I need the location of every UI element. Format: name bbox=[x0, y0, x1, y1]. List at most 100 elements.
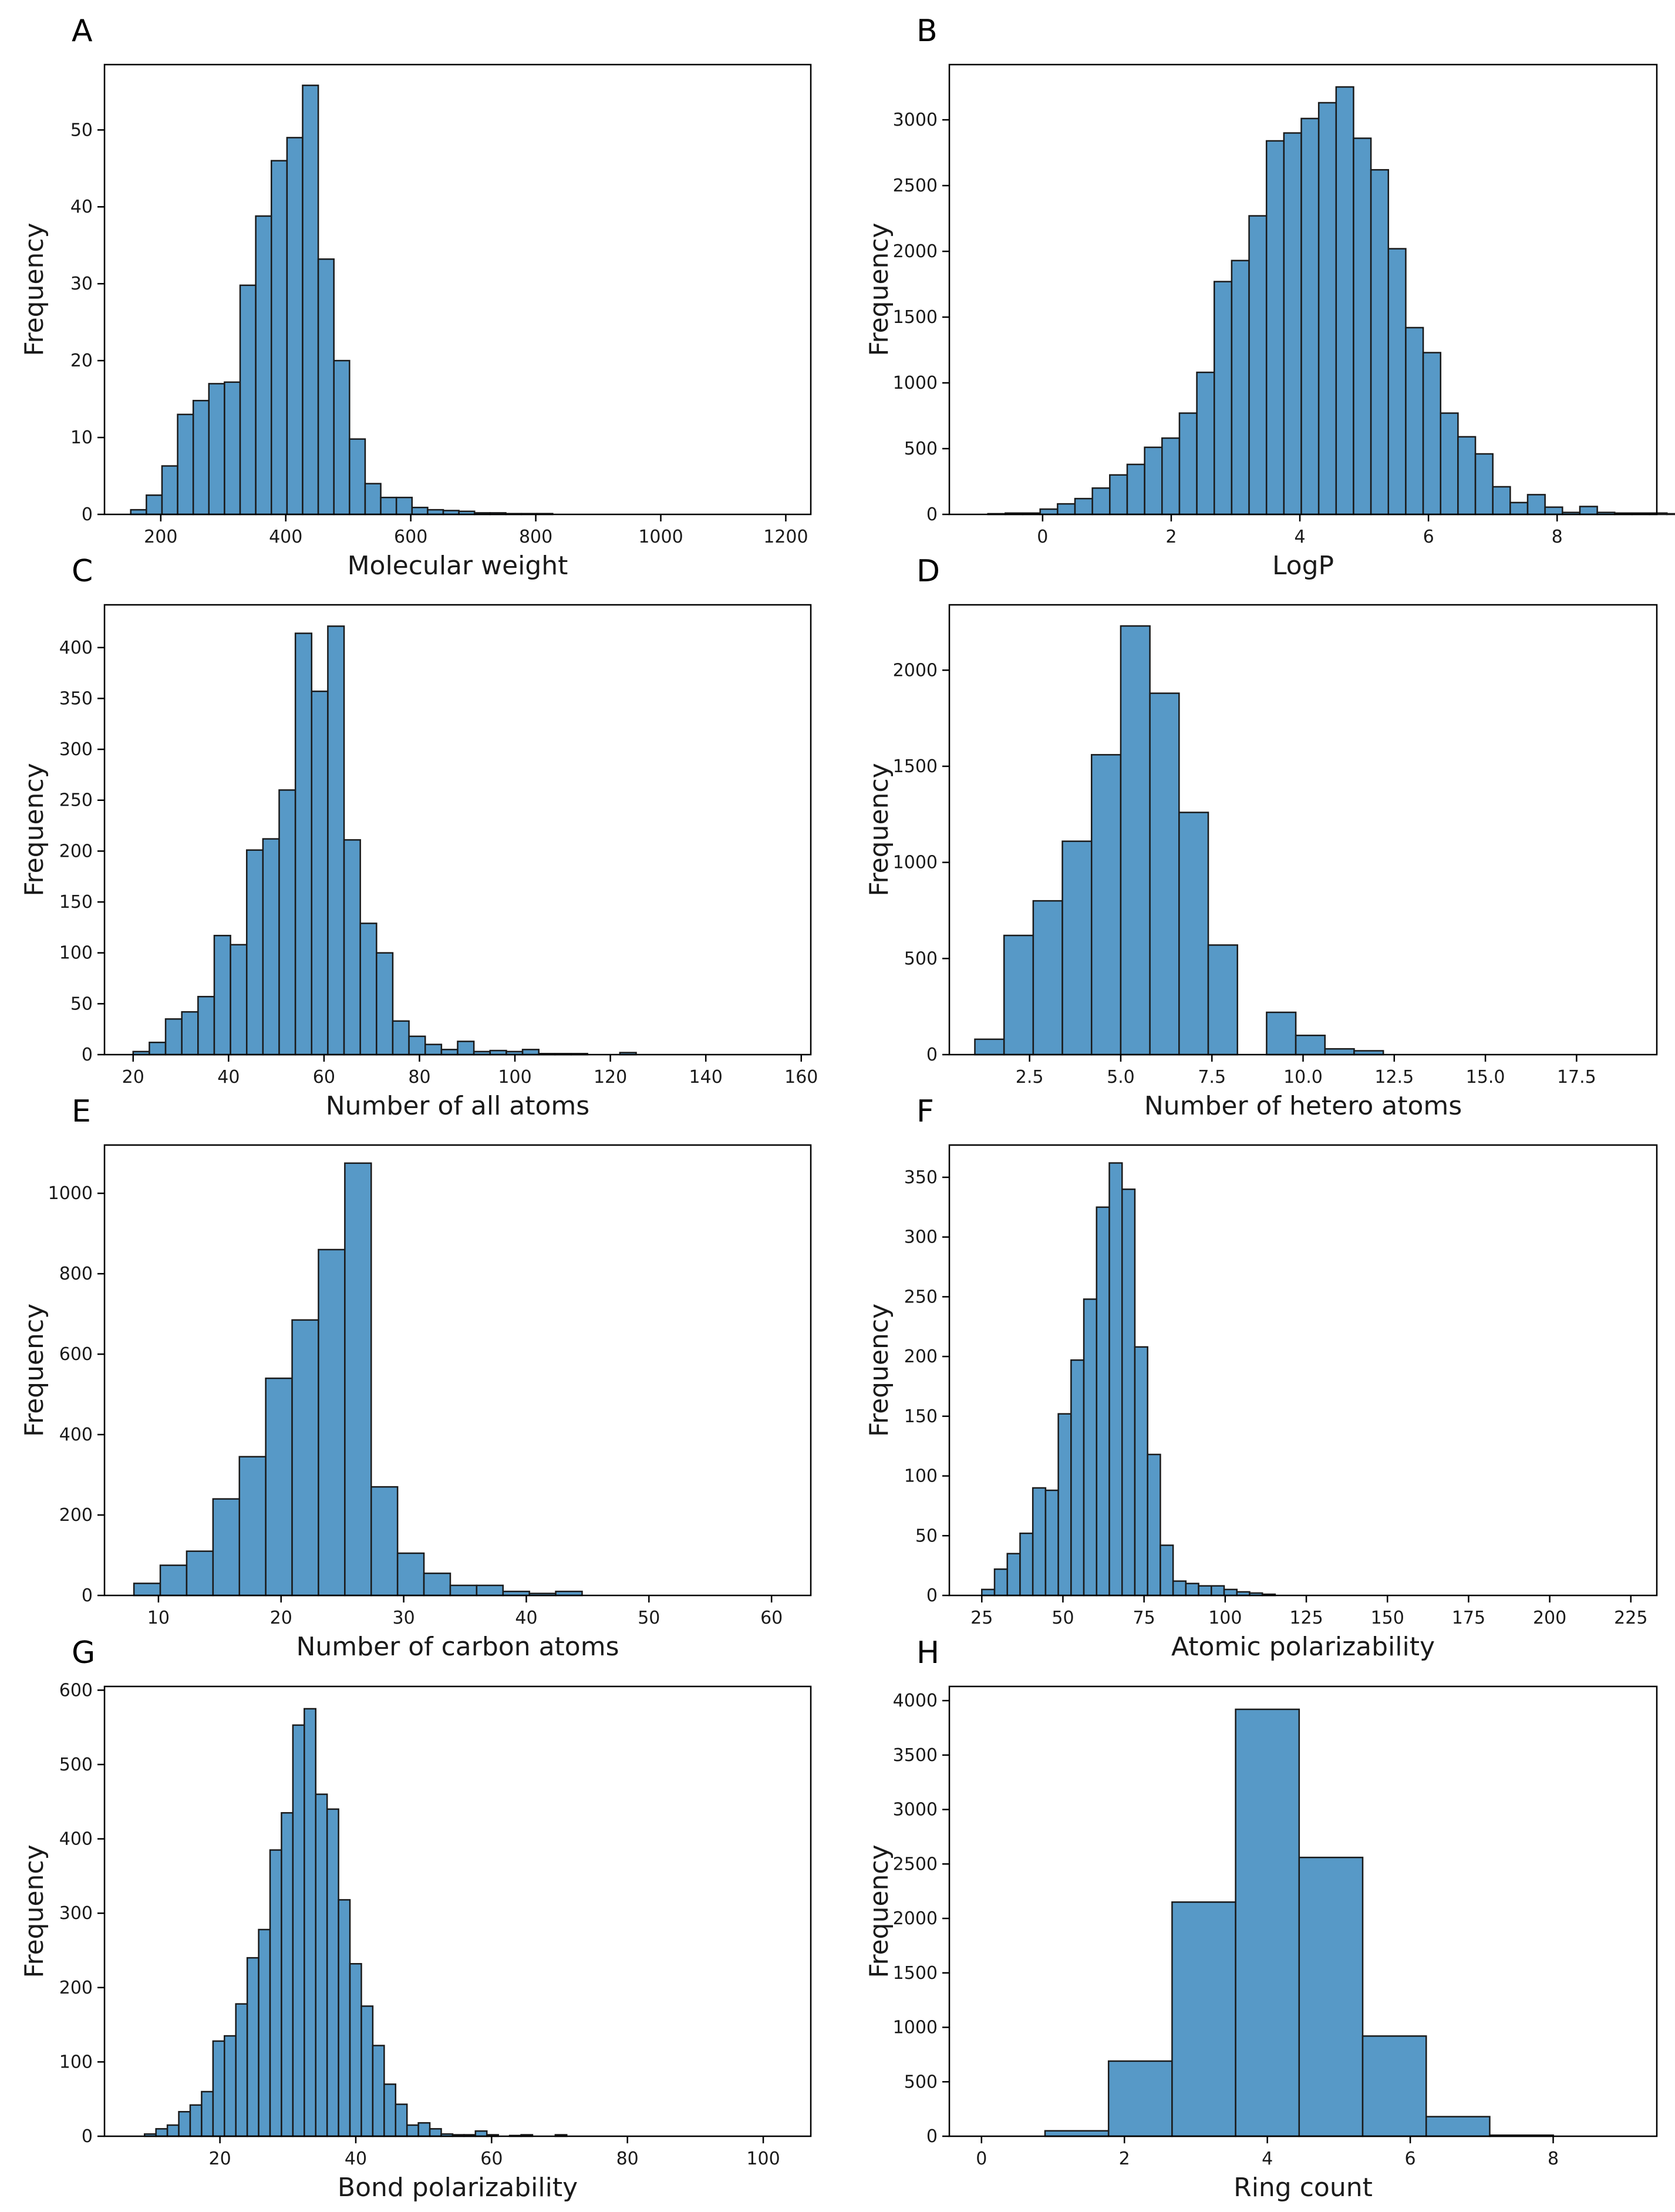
histogram-bar bbox=[1039, 508, 1059, 516]
histogram-bar bbox=[177, 413, 194, 516]
y-tick-label: 0 bbox=[82, 504, 93, 525]
histogram-bar bbox=[1044, 1489, 1059, 1597]
histogram-bar bbox=[239, 284, 257, 516]
panel-letter: A bbox=[72, 14, 93, 49]
x-tick-label: 1200 bbox=[763, 527, 808, 547]
x-tick-label: 20 bbox=[209, 2149, 231, 2169]
histogram-bar bbox=[1298, 1856, 1364, 2137]
histogram-bar bbox=[1161, 437, 1181, 516]
x-tick-label: 2 bbox=[1165, 527, 1177, 547]
histogram-bar bbox=[1422, 352, 1441, 516]
y-tick-label: 1500 bbox=[893, 1963, 938, 1984]
histogram-bar bbox=[474, 2130, 488, 2137]
y-axis-title: Frequency bbox=[864, 763, 894, 896]
histogram-bar bbox=[1091, 487, 1111, 516]
x-tick-label: 400 bbox=[269, 527, 302, 547]
histogram-bar bbox=[440, 1049, 459, 1056]
histogram-bar bbox=[1061, 840, 1093, 1056]
y-tick-label: 1000 bbox=[893, 853, 938, 873]
y-tick-label: 300 bbox=[59, 739, 93, 760]
histogram-bar bbox=[224, 381, 241, 516]
histogram-bar bbox=[1083, 1298, 1098, 1597]
histogram-bar bbox=[1096, 1206, 1110, 1597]
x-tick-label: 225 bbox=[1614, 1608, 1647, 1628]
histogram-bar bbox=[396, 1552, 425, 1597]
y-tick-label: 150 bbox=[59, 892, 93, 913]
histogram-bar bbox=[1032, 900, 1063, 1056]
x-tick-label: 0 bbox=[1037, 527, 1048, 547]
plot-frame bbox=[103, 1144, 812, 1597]
histogram-bar bbox=[1160, 1544, 1174, 1597]
histogram-bar bbox=[376, 952, 394, 1056]
x-axis-title: Molecular weight bbox=[348, 551, 568, 581]
y-tick-label: 0 bbox=[926, 504, 938, 525]
histogram-bar bbox=[1231, 260, 1250, 516]
histogram-bar bbox=[383, 2083, 397, 2137]
x-tick-label: 200 bbox=[144, 527, 177, 547]
y-axis-title: Frequency bbox=[19, 763, 49, 896]
histogram-bar bbox=[1171, 1901, 1236, 2137]
histogram-bar bbox=[317, 258, 335, 516]
histogram-bar bbox=[294, 632, 313, 1056]
histogram-bar bbox=[1090, 754, 1122, 1056]
y-axis-title: Frequency bbox=[19, 1844, 49, 1978]
x-axis-title: Ring count bbox=[1233, 2173, 1373, 2203]
histogram-bar bbox=[1044, 2130, 1110, 2137]
y-tick-label: 2500 bbox=[893, 1854, 938, 1874]
histogram-bar bbox=[155, 2128, 168, 2137]
panel-letter: G bbox=[72, 1635, 95, 1671]
histogram-bar bbox=[1579, 506, 1598, 516]
histogram-bar bbox=[1178, 412, 1198, 516]
x-tick-label: 140 bbox=[689, 1067, 723, 1088]
x-tick-label: 40 bbox=[217, 1067, 240, 1088]
y-tick-label: 350 bbox=[59, 688, 93, 709]
x-tick-label: 60 bbox=[313, 1067, 335, 1088]
histogram-bar bbox=[1207, 944, 1238, 1056]
histogram-bar bbox=[408, 1035, 426, 1056]
histogram-bar bbox=[423, 1573, 451, 1597]
histogram-bar bbox=[146, 494, 163, 516]
y-tick-label: 2000 bbox=[893, 241, 938, 262]
histogram-bar bbox=[1457, 436, 1477, 516]
panel-g: 20 40 60 80 100 0 100 200 300 400 500 600 Bond polar… bbox=[19, 1635, 812, 2203]
y-tick-label: 3000 bbox=[893, 1800, 938, 1820]
x-axis-title: LogP bbox=[1272, 551, 1334, 581]
histogram-bar bbox=[197, 995, 215, 1056]
x-tick-label: 6 bbox=[1423, 527, 1434, 547]
histogram-bar bbox=[1144, 446, 1163, 516]
histogram-bar bbox=[380, 496, 397, 516]
x-tick-label: 5.0 bbox=[1107, 1067, 1135, 1088]
histogram-bar bbox=[181, 1011, 199, 1056]
y-tick-label: 40 bbox=[70, 197, 93, 217]
x-tick-label: 175 bbox=[1452, 1608, 1485, 1628]
panel-a: 200 400 600 800 1000 1200 0 10 20 30 40 50 Molecular… bbox=[19, 14, 812, 581]
histogram-bar bbox=[311, 691, 329, 1056]
histogram-bar bbox=[1108, 1162, 1123, 1597]
x-tick-label: 160 bbox=[784, 1067, 818, 1088]
x-tick-label: 1000 bbox=[638, 527, 683, 547]
x-tick-label: 60 bbox=[480, 2149, 503, 2169]
histogram-bar bbox=[1032, 1487, 1047, 1597]
y-tick-label: 0 bbox=[926, 1585, 938, 1606]
y-tick-label: 200 bbox=[59, 841, 93, 861]
y-tick-label: 1000 bbox=[893, 373, 938, 393]
histogram-bar bbox=[370, 1486, 399, 1597]
histogram-bar bbox=[1198, 1585, 1212, 1597]
y-tick-label: 200 bbox=[59, 1505, 93, 1526]
histogram-bar bbox=[1474, 453, 1494, 516]
panel-letter: F bbox=[916, 1094, 934, 1129]
histogram-bar bbox=[178, 2110, 191, 2137]
x-tick-label: 2 bbox=[1119, 2149, 1130, 2169]
y-tick-label: 100 bbox=[59, 2052, 93, 2072]
histogram-bar bbox=[974, 1038, 1005, 1056]
x-tick-label: 60 bbox=[760, 1608, 783, 1628]
histogram-bar bbox=[291, 1319, 319, 1597]
histogram-bar bbox=[1526, 494, 1546, 516]
histogram-bar bbox=[1109, 474, 1128, 516]
y-tick-label: 250 bbox=[59, 790, 93, 811]
x-axis-title: Number of hetero atoms bbox=[1144, 1091, 1462, 1121]
histogram-bar bbox=[1211, 1585, 1225, 1597]
x-axis-title: Number of all atoms bbox=[326, 1091, 589, 1121]
panel-d: 2.5 5.0 7.5 10.0 12.5 15.0 17.5 0 500 1000 1500 200… bbox=[864, 554, 1658, 1121]
